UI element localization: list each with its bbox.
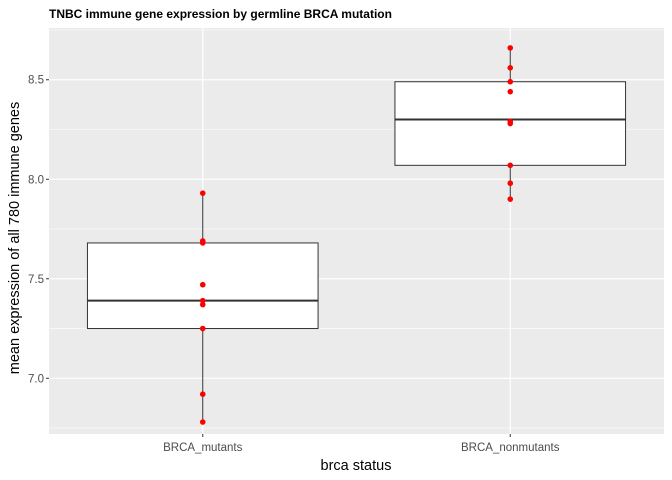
x-tick-label: BRCA_nonmutants [461, 442, 560, 454]
data-point [199, 419, 206, 425]
data-point [507, 65, 514, 71]
y-tick-label: 7.0 [28, 373, 44, 385]
x-tick-label: BRCA_mutants [163, 442, 243, 454]
y-tick-label: 8.5 [28, 75, 44, 87]
x-axis-label: brca status [321, 458, 392, 474]
data-point [199, 325, 206, 332]
data-point [507, 196, 514, 202]
data-point [507, 88, 514, 95]
data-point [199, 391, 206, 397]
data-point [507, 180, 514, 187]
plot-panel [49, 28, 664, 434]
data-point [507, 162, 514, 169]
data-point [507, 118, 514, 125]
data-point [507, 78, 514, 85]
chart-title: TNBC immune gene expression by germline … [49, 7, 392, 21]
x-axis-ticks: BRCA_mutants BRCA_nonmutants [163, 434, 560, 454]
y-tick-label: 8.0 [28, 174, 44, 186]
y-tick-label: 7.5 [28, 274, 44, 286]
y-axis-ticks: 7.0 7.5 8.0 8.5 [28, 75, 49, 385]
y-axis-label: mean expression of all 780 immune genes [7, 102, 23, 374]
data-point [199, 190, 206, 196]
data-point [199, 301, 206, 308]
data-point [507, 45, 514, 51]
data-point [199, 281, 206, 288]
data-point [199, 297, 206, 304]
data-point [199, 238, 206, 244]
